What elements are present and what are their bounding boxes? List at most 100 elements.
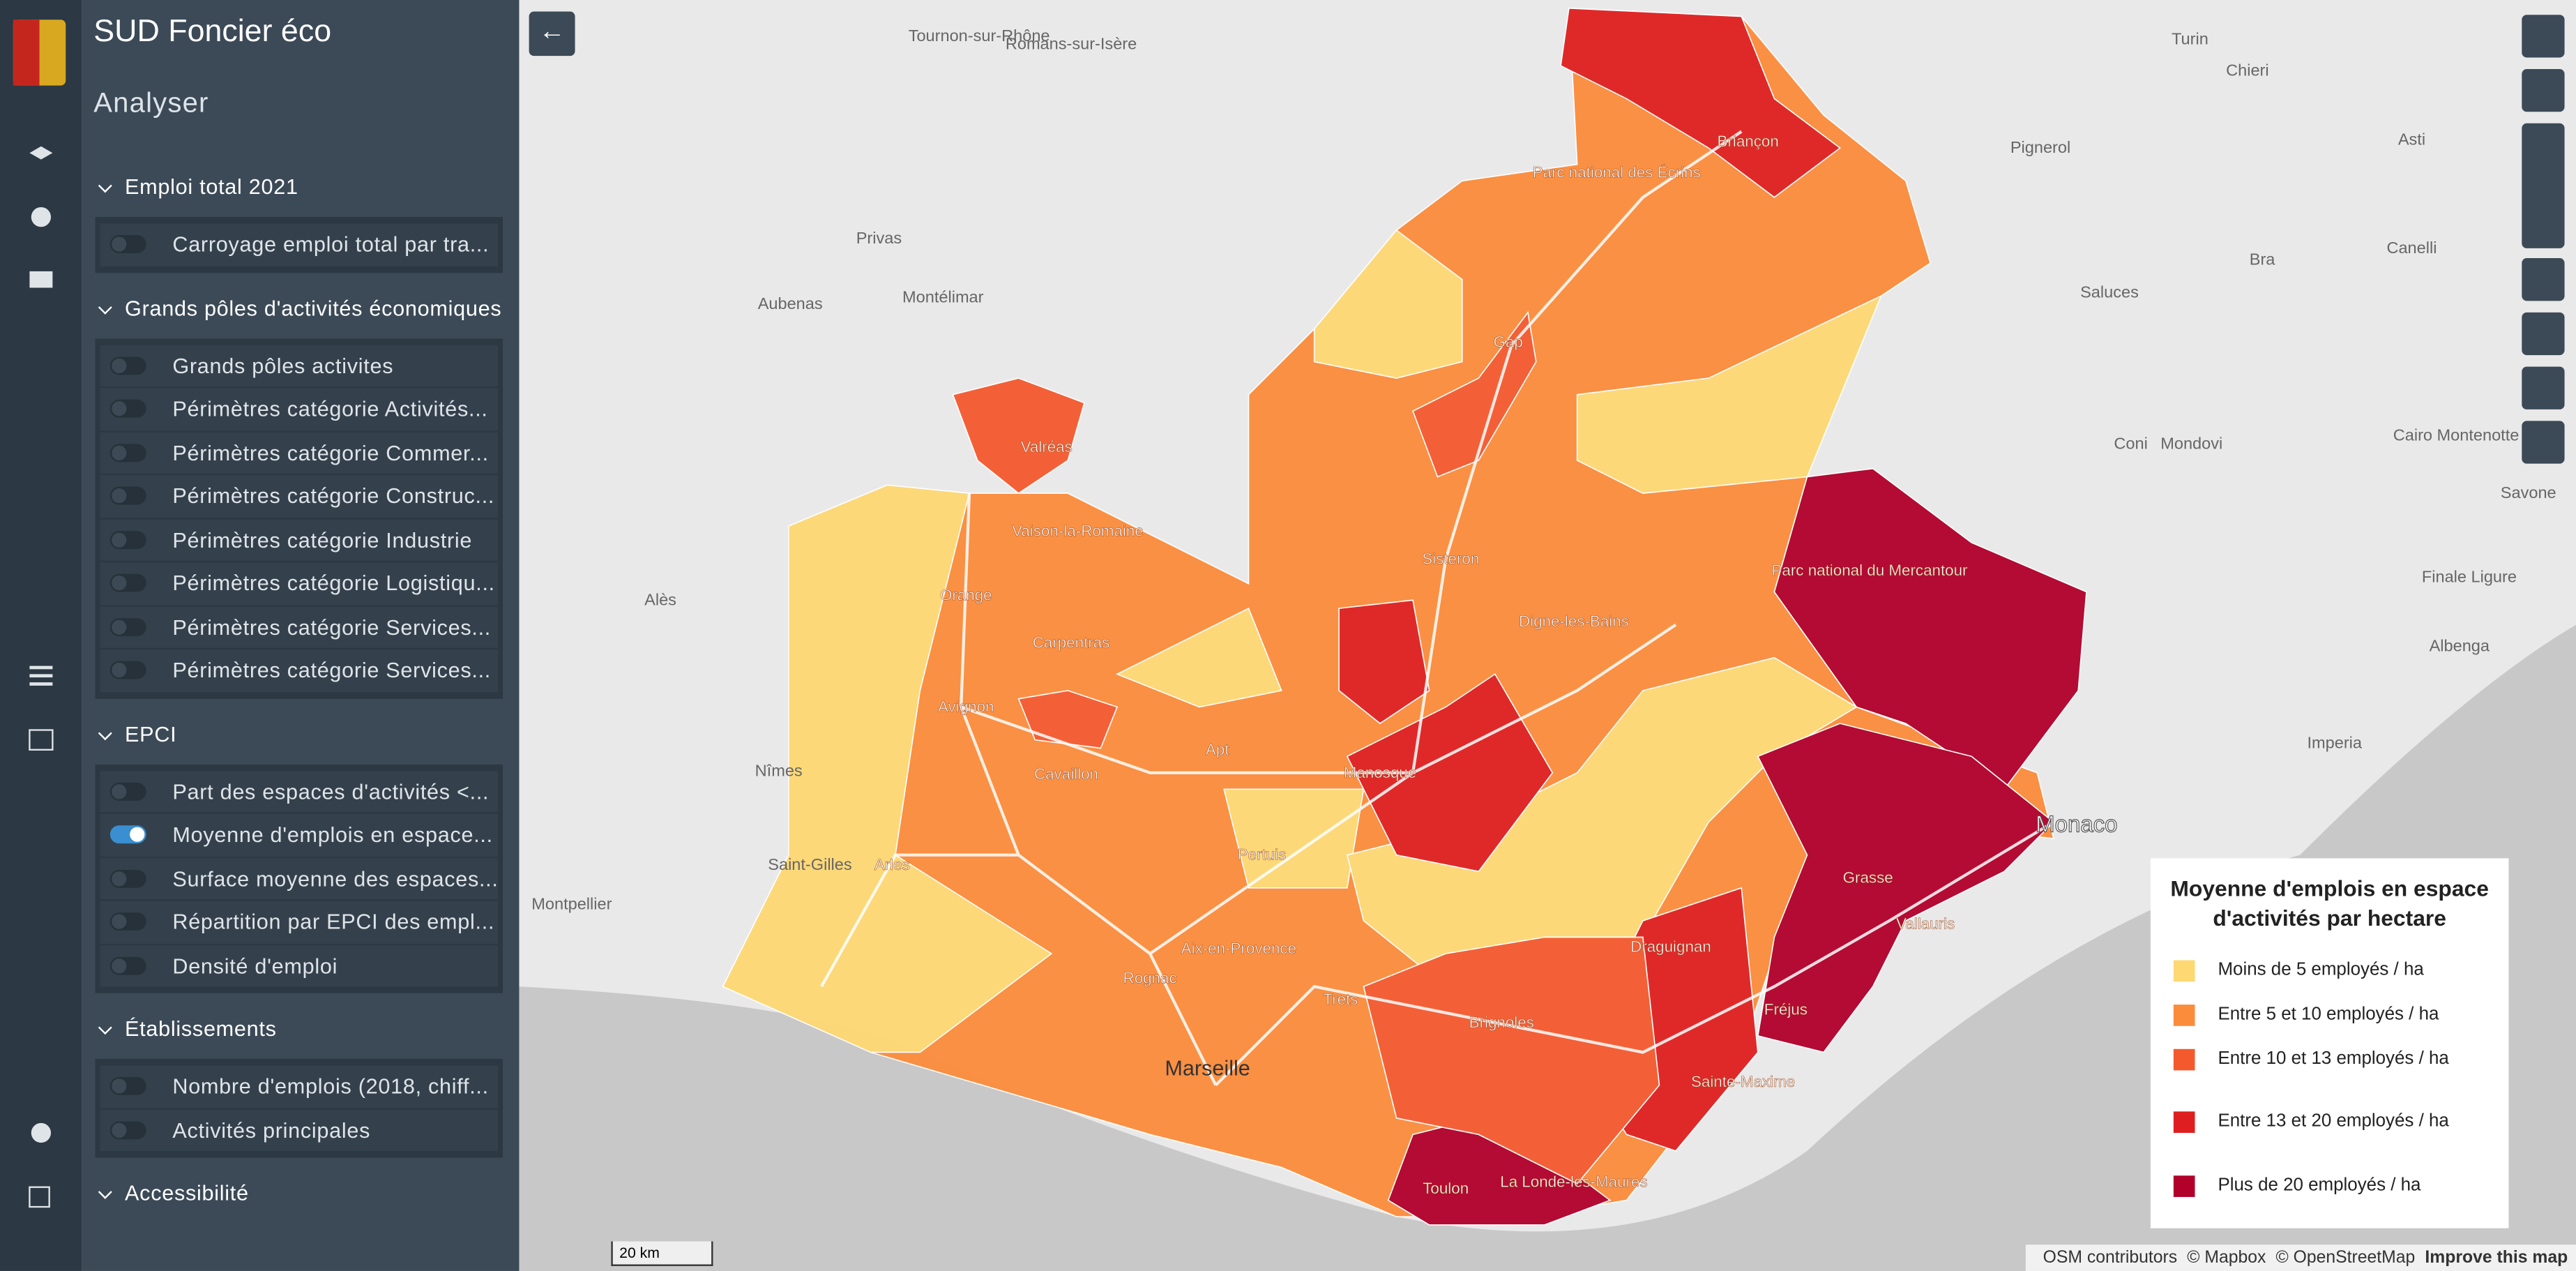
toggle[interactable] [109,356,146,375]
layer-item[interactable]: Périmètres catégorie Logistiqu... [100,562,498,605]
place-label: Privas [856,229,902,247]
layer-groups: Emploi total 2021 Carroyage emploi total … [95,165,503,1214]
toggle[interactable] [109,487,146,506]
layer-label: Périmètres catégorie Commer... [172,440,489,465]
collapse-button[interactable]: ← [529,11,575,57]
place-label: Aubenas [758,294,823,313]
attribution-link[interactable]: © Mapbox [2187,1247,2266,1268]
toggle[interactable] [109,912,146,931]
legend-label: Entre 5 et 10 employés / ha [2218,1005,2439,1025]
layer-label: Moyenne d'emplois en espace... [172,822,493,848]
place-label: Marseille [1165,1056,1250,1080]
group-title[interactable]: EPCI [96,714,503,754]
layer-list: Carroyage emploi total par tra... [95,217,503,273]
share-button[interactable] [2522,366,2565,409]
group-title[interactable]: Accessibilité [96,1174,503,1214]
home-button[interactable] [2522,68,2565,112]
layer-item[interactable]: Périmètres catégorie Industrie [100,518,498,561]
print-button[interactable] [2522,312,2565,356]
place-label: Parc national du Mercantour [1772,562,1969,579]
place-label: Cavaillon [1034,765,1098,783]
attribution-link[interactable]: © OpenStreetMap [2275,1247,2416,1268]
legend-item: Entre 5 et 10 employés / ha [2173,1005,2486,1026]
place-label: Monaco [2036,811,2117,837]
place-label: Avignon [938,698,994,716]
section-title: Analyser [93,87,209,119]
place-label: Romans-sur-Isère [1006,35,1137,53]
toggle[interactable] [109,1120,146,1139]
layer-item[interactable]: Périmètres catégorie Activités... [100,388,498,430]
toggle[interactable] [109,661,146,680]
layer-item[interactable]: Activités principales [100,1108,498,1151]
layer-label: Part des espaces d'activités <... [172,779,490,804]
toggle[interactable] [109,400,146,419]
legend-swatch [2173,1111,2195,1133]
legend-item: Entre 10 et 13 employés / ha [2173,1048,2486,1071]
place-label: Toulon [1423,1180,1469,1197]
layer-item[interactable]: Carroyage emploi total par tra... [100,223,498,266]
layer-label: Surface moyenne des espaces... [172,866,499,891]
info-button[interactable] [2522,421,2565,464]
toggle[interactable] [109,825,146,844]
place-label: Montélimar [902,288,984,306]
legend-title: Moyenne d'emplois en espace d'activités … [2170,876,2489,931]
layer-list: Grands pôles activites Périmètres catégor… [95,338,503,698]
place-label: Arles [874,856,910,873]
toggle[interactable] [109,782,146,801]
place-label: Carpentras [1033,634,1110,652]
toggle[interactable] [109,574,146,593]
place-label: Albenga [2430,636,2490,654]
legend-label: Plus de 20 employés / ha [2218,1175,2421,1196]
layer-label: Carroyage emploi total par tra... [172,232,490,257]
place-label: Draguignan [1630,938,1711,956]
layer-label: Activités principales [172,1118,371,1143]
place-label: Digne-les-Bains [1519,612,1629,630]
place-label: Saint-Gilles [768,855,851,873]
layer-item[interactable]: Grands pôles activites [100,344,498,386]
layer-item[interactable]: Périmètres catégorie Construc... [100,475,498,518]
layer-label: Nombre d'emplois (2018, chiff... [172,1074,489,1099]
layer-item[interactable]: Surface moyenne des espaces... [100,857,499,900]
place-label: Apt [1206,741,1229,758]
place-label: Vaison-la-Romaine [1012,522,1144,539]
layer-label: Périmètres catégorie Services... [172,658,492,683]
group-title[interactable]: Grands pôles d'activités économiques [96,289,503,329]
group-title[interactable]: Emploi total 2021 [96,167,503,207]
map[interactable]: Turin Asti Pignerol Chieri Bra Saluces Canelli… [519,0,2576,1271]
place-label: Imperia [2307,733,2362,751]
attribution-link[interactable]: OSM contributors [2043,1247,2178,1268]
place-label: Pertuis [1238,846,1287,864]
toggle[interactable] [109,869,146,888]
layer-item[interactable]: Nombre d'emplois (2018, chiff... [100,1065,498,1108]
toggle[interactable] [109,530,146,549]
app-title: SUD Foncier éco [93,15,332,50]
place-label: Brignoles [1469,1014,1534,1031]
toggle[interactable] [109,235,146,254]
legend-swatch [2173,960,2195,982]
toggle[interactable] [109,617,146,636]
layer-item[interactable]: Périmètres catégorie Commer... [100,431,498,474]
legend-swatch [2173,1005,2195,1026]
toggle[interactable] [109,956,146,975]
layer-item[interactable]: Répartition par EPCI des empl... [100,901,498,943]
place-label: Saluces [2080,283,2139,301]
group-title[interactable]: Établissements [96,1009,503,1049]
search-button[interactable] [2522,15,2565,58]
toggle[interactable] [109,1077,146,1096]
place-label: Briançon [1718,133,1779,150]
rail-icons [13,20,66,1208]
layer-item[interactable]: Périmètres catégorie Services... [100,606,498,648]
toggle[interactable] [109,443,146,462]
place-label: Orange [940,586,992,603]
layer-item[interactable]: Part des espaces d'activités <... [100,770,498,813]
place-label: Tournon-sur-Rhône [909,27,1050,45]
attribution-link[interactable]: Improve this map [2425,1247,2568,1268]
layer-item[interactable]: Moyenne d'emplois en espace... [100,813,498,856]
layers-button[interactable] [2522,258,2565,301]
place-label: Valréas [1021,438,1073,456]
place-label: Mondovi [2160,434,2222,452]
layer-item[interactable]: Périmètres catégorie Services... [100,649,498,692]
layer-item[interactable]: Densité d'emploi [100,945,498,987]
icon-rail [0,0,82,1271]
zoom-controls[interactable] [2522,123,2565,248]
